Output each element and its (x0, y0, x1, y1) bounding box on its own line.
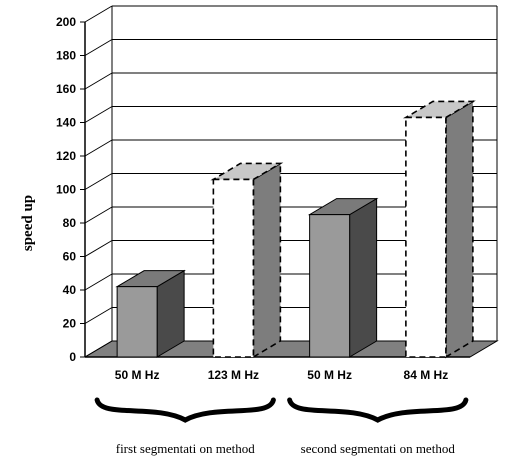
y-tick-label: 60 (63, 250, 77, 264)
bar-1 (210, 162, 284, 359)
gridline-depth (84, 173, 113, 190)
y-tick-label: 160 (56, 82, 76, 96)
group-brace (94, 397, 276, 423)
gridline-depth (84, 139, 113, 157)
y-tick-label: 180 (56, 49, 76, 63)
gridline-depth (84, 340, 113, 358)
bar-top (210, 162, 284, 181)
y-axis-label: speed up (20, 195, 36, 251)
group-brace (287, 397, 469, 423)
bar-top (402, 100, 476, 119)
gridline-depth (84, 273, 113, 291)
gridline-depth (84, 39, 113, 56)
group-label: second segmentati on method (301, 441, 456, 456)
bar-3 (402, 100, 476, 359)
gridline-depth (84, 72, 113, 90)
bar-2 (307, 197, 379, 358)
y-tick-label: 20 (63, 317, 77, 331)
x-tick-label: 50 M Hz (307, 368, 352, 382)
y-tick-label: 100 (56, 183, 76, 197)
y-tick-label: 80 (63, 216, 77, 230)
y-tick-label: 140 (56, 116, 76, 130)
bar-0 (115, 269, 186, 358)
x-tick-label: 50 M Hz (115, 368, 160, 382)
y-tick-label: 200 (56, 15, 76, 29)
gridline-depth (84, 206, 113, 224)
bar-side (445, 100, 474, 359)
bar-front (212, 178, 255, 358)
gridline-depth (84, 5, 113, 23)
bar-front (116, 286, 158, 358)
group-label: first segmentati on method (116, 441, 256, 456)
y-tick-label: 0 (69, 350, 76, 364)
y-tick-label: 40 (63, 283, 77, 297)
y-tick-label: 120 (56, 149, 76, 163)
x-tick-label: 84 M Hz (404, 368, 449, 382)
gridline-depth (84, 240, 113, 257)
bar-front (309, 214, 351, 358)
x-tick-label: 123 M Hz (208, 368, 259, 382)
bar-side (349, 197, 378, 358)
bar-front (405, 116, 447, 358)
gridline-depth (84, 106, 113, 123)
bar-side (252, 162, 282, 359)
gridline-depth (84, 307, 113, 324)
